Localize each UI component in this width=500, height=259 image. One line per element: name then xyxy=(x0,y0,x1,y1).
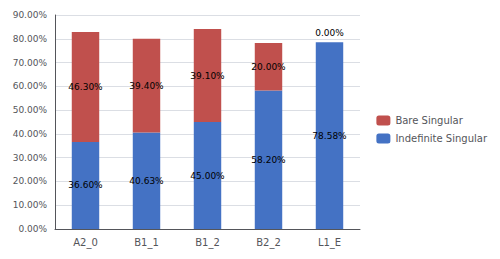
svg-text:40.63%: 40.63% xyxy=(129,176,164,186)
svg-text:78.58%: 78.58% xyxy=(312,131,347,141)
svg-text:0.00%: 0.00% xyxy=(315,28,344,38)
svg-text:45.00%: 45.00% xyxy=(190,171,225,181)
svg-text:39.10%: 39.10% xyxy=(190,71,225,81)
svg-text:B1_2: B1_2 xyxy=(195,237,220,249)
svg-text:46.30%: 46.30% xyxy=(68,82,103,92)
svg-text:39.40%: 39.40% xyxy=(129,81,164,91)
svg-text:10.00%: 10.00% xyxy=(13,200,48,210)
svg-text:A2_0: A2_0 xyxy=(73,237,98,249)
svg-text:50.00%: 50.00% xyxy=(13,105,48,115)
svg-text:20.00%: 20.00% xyxy=(13,176,48,186)
svg-text:20.00%: 20.00% xyxy=(251,62,286,72)
svg-text:30.00%: 30.00% xyxy=(13,153,48,163)
svg-text:60.00%: 60.00% xyxy=(13,81,48,91)
svg-text:L1_E: L1_E xyxy=(318,237,341,249)
svg-text:B1_1: B1_1 xyxy=(134,237,159,249)
svg-text:58.20%: 58.20% xyxy=(251,155,286,165)
svg-text:Bare Singular: Bare Singular xyxy=(395,115,463,126)
svg-text:40.00%: 40.00% xyxy=(13,129,48,139)
svg-text:Indefinite Singular: Indefinite Singular xyxy=(395,133,488,144)
svg-text:70.00%: 70.00% xyxy=(13,58,48,68)
svg-text:90.00%: 90.00% xyxy=(13,10,48,20)
svg-text:36.60%: 36.60% xyxy=(68,180,103,190)
svg-text:0.00%: 0.00% xyxy=(18,224,47,234)
svg-text:B2_2: B2_2 xyxy=(256,237,281,249)
svg-text:80.00%: 80.00% xyxy=(13,34,48,44)
